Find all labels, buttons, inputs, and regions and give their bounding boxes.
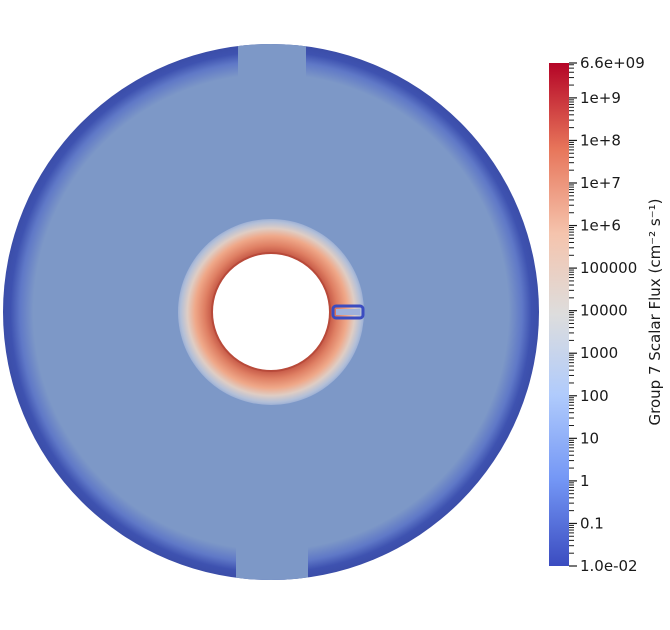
colorbar-tick-label: 100 bbox=[580, 387, 609, 405]
colorbar-ticks: 6.6e+091e+91e+81e+71e+610000010000100010… bbox=[569, 54, 645, 575]
colorbar-tick-label: 10 bbox=[580, 429, 599, 447]
bottom-notch bbox=[236, 535, 308, 580]
colorbar-gradient bbox=[549, 63, 569, 566]
colorbar-tick-label: 1.0e-02 bbox=[580, 557, 638, 575]
colorbar-tick-label: 1e+6 bbox=[580, 217, 621, 235]
flux-disk bbox=[3, 44, 539, 580]
central-void bbox=[211, 252, 331, 372]
colorbar-tick-label: 1e+7 bbox=[580, 174, 621, 192]
colorbar-title: Group 7 Scalar Flux (cm⁻² s⁻¹) bbox=[646, 199, 664, 426]
colorbar-tick-label: 1e+9 bbox=[580, 89, 621, 107]
small-channel bbox=[331, 304, 365, 320]
top-notch bbox=[238, 44, 306, 90]
colorbar-minor-ticks bbox=[569, 64, 574, 554]
colorbar-tick-label: 0.1 bbox=[580, 514, 604, 532]
colorbar-tick-label: 1e+8 bbox=[580, 131, 621, 149]
colorbar-tick-label: 1 bbox=[580, 472, 590, 490]
colorbar: 6.6e+091e+91e+81e+71e+610000010000100010… bbox=[549, 54, 664, 575]
colorbar-tick-label: 1000 bbox=[580, 344, 618, 362]
colorbar-tick-label: 10000 bbox=[580, 302, 628, 320]
colorbar-tick-label: 6.6e+09 bbox=[580, 54, 645, 72]
colorbar-tick-label: 100000 bbox=[580, 259, 637, 277]
